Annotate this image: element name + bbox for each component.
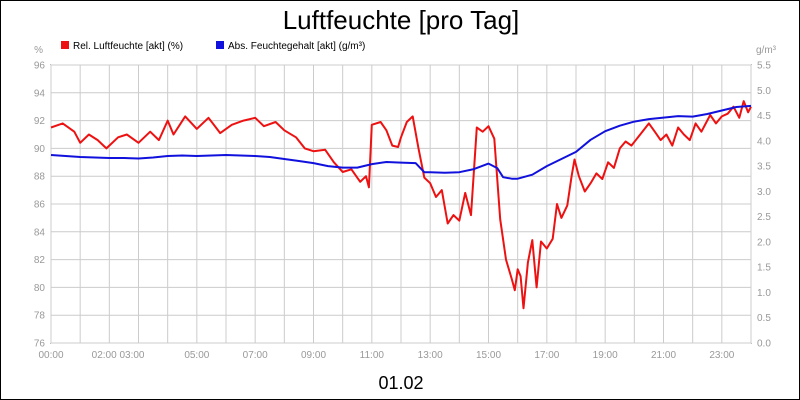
left-tick-label: 92 [34,116,46,127]
right-axis-unit: g/m³ [756,45,777,56]
date-label: 01.02 [378,373,423,393]
x-tick-label: 15:00 [476,350,501,361]
left-tick-label: 86 [34,200,46,211]
right-tick-label: 3.5 [757,162,771,173]
legend-swatch-abs-humidity [216,41,224,49]
right-tick-label: 0.0 [757,339,771,350]
right-tick-label: 5.5 [757,61,771,72]
right-tick-label: 1.0 [757,288,771,299]
x-tick-label: 21:00 [651,350,676,361]
left-tick-label: 96 [34,61,46,72]
legend-label-abs-humidity: Abs. Feuchtegehalt [akt] (g/m³) [228,41,365,52]
right-tick-label: 3.0 [757,187,771,198]
x-tick-label: 11:00 [360,350,385,361]
left-tick-label: 94 [34,88,46,99]
x-tick-label: 00:00 [38,350,63,361]
x-tick-label: 13:00 [418,350,443,361]
series-line-rel-humidity [50,100,752,310]
left-tick-label: 80 [34,283,46,294]
legend-swatch-rel-humidity [61,41,69,49]
x-tick-label: 02:00 03:00 [92,350,145,361]
left-tick-label: 88 [34,172,46,183]
axis-ticks: 76 78 80 82 84 86 88 90 92 94 96 0.0 0.5 1.0 1.5 2.0 2.5… [34,61,771,362]
chart-title: Luftfeuchte [pro Tag] [283,5,520,35]
x-tick-label: 05:00 [184,350,209,361]
x-tick-label: 09:00 [301,350,326,361]
right-tick-label: 5.0 [757,86,771,97]
left-tick-label: 76 [34,339,46,350]
x-tick-label: 07:00 [243,350,268,361]
x-tick-label: 23:00 [709,350,734,361]
left-tick-label: 82 [34,255,46,266]
data-lines [50,100,752,310]
left-tick-label: 90 [34,144,46,155]
series-line-abs-humidity [50,104,752,180]
left-axis-unit: % [34,45,43,56]
right-tick-label: 2.5 [757,212,771,223]
legend-label-rel-humidity: Rel. Luftfeuchte [akt] (%) [73,41,183,52]
right-tick-label: 4.5 [757,111,771,122]
left-tick-label: 84 [34,227,46,238]
right-tick-label: 0.5 [757,313,771,324]
right-tick-label: 2.0 [757,237,771,248]
right-tick-label: 4.0 [757,136,771,147]
x-tick-label: 17:00 [534,350,559,361]
x-tick-label: 19:00 [593,350,618,361]
left-tick-label: 78 [34,311,46,322]
right-tick-label: 1.5 [757,263,771,274]
